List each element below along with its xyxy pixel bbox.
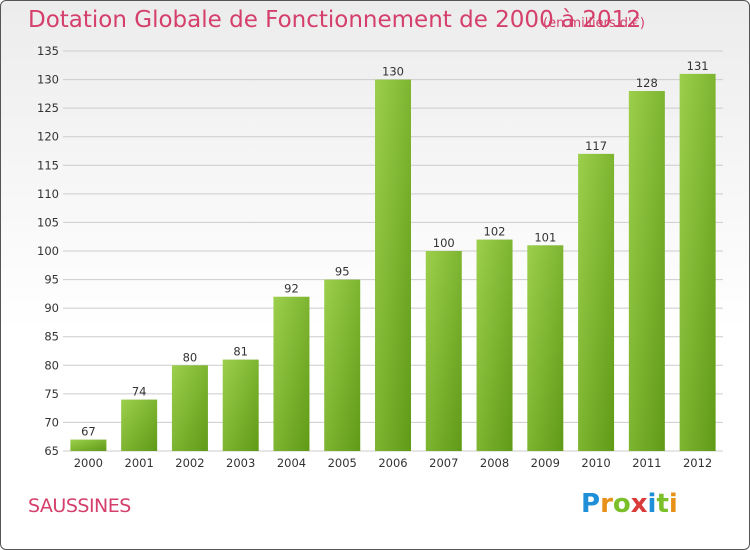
x-tick-label: 2010 — [581, 456, 610, 470]
bar — [527, 245, 564, 451]
y-tick-label: 105 — [37, 215, 59, 229]
y-tick-label: 65 — [44, 444, 59, 458]
logo-letter: i — [647, 489, 657, 519]
logo-letter: x — [630, 489, 648, 519]
value-labels: 67 74 80 81 92 95 130 100 102 101 117 128 131 — [81, 59, 709, 439]
x-tick-label: 2011 — [632, 456, 661, 470]
bar — [628, 91, 665, 451]
y-tick-label: 90 — [44, 301, 59, 315]
x-tick-label: 2007 — [429, 456, 458, 470]
y-tick-label: 85 — [44, 330, 59, 344]
bar — [222, 359, 259, 451]
x-tick-label: 2005 — [328, 456, 357, 470]
bar — [171, 365, 208, 451]
bar — [324, 279, 361, 451]
y-tick-label: 120 — [37, 130, 59, 144]
bar — [679, 73, 716, 451]
y-tick-label: 100 — [37, 244, 59, 258]
bar — [70, 439, 107, 451]
x-tick-label: 2004 — [277, 456, 306, 470]
commune-name: SAUSSINES — [28, 495, 131, 517]
y-tick-label: 70 — [44, 415, 59, 429]
x-tick-label: 2006 — [378, 456, 407, 470]
value-label: 95 — [335, 265, 350, 279]
chart-subtitle: (en milliers d'€) — [543, 16, 645, 31]
x-tick-label: 2001 — [125, 456, 154, 470]
value-label: 117 — [585, 139, 607, 153]
value-label: 80 — [183, 350, 198, 364]
bars — [70, 73, 716, 452]
y-tick-label: 135 — [37, 44, 59, 58]
y-tick-label: 110 — [37, 187, 59, 201]
bar — [476, 239, 513, 451]
x-tick-label: 2008 — [480, 456, 509, 470]
y-tick-label: 95 — [44, 273, 59, 287]
x-tick-label: 2009 — [531, 456, 560, 470]
proxiti-logo: Proxiti — [581, 489, 678, 519]
y-axis-ticks: 65 70 75 80 85 90 95 100 105 110 115 120 125 130 135 — [37, 44, 59, 458]
y-tick-label: 80 — [44, 358, 59, 372]
x-axis-ticks: 2000 2001 2002 2003 2004 2005 2006 2007 2008 2009… — [74, 456, 713, 470]
value-label: 100 — [433, 236, 455, 250]
value-label: 92 — [284, 282, 299, 296]
logo-letter: r — [600, 489, 613, 519]
value-label: 101 — [534, 230, 556, 244]
value-label: 102 — [484, 225, 506, 239]
bar — [273, 296, 310, 451]
bar — [121, 399, 158, 451]
logo-letter: P — [581, 489, 601, 519]
value-label: 131 — [687, 59, 709, 73]
logo-letter: o — [612, 489, 631, 519]
y-tick-label: 125 — [37, 101, 59, 115]
y-tick-label: 115 — [37, 158, 59, 172]
chart-title: Dotation Globale de Fonctionnement de 20… — [28, 7, 641, 33]
bar — [375, 79, 411, 452]
x-tick-label: 2003 — [226, 456, 255, 470]
value-label: 81 — [233, 345, 248, 359]
value-label: 128 — [636, 76, 658, 90]
value-label: 67 — [81, 425, 96, 439]
bar — [578, 153, 615, 451]
logo-letter: t — [656, 489, 669, 519]
x-tick-label: 2012 — [683, 456, 712, 470]
y-tick-label: 75 — [44, 387, 59, 401]
y-tick-label: 130 — [37, 73, 59, 87]
value-label: 74 — [132, 385, 147, 399]
value-label: 130 — [382, 65, 404, 79]
x-tick-label: 2002 — [175, 456, 204, 470]
logo-letter: i — [668, 489, 678, 519]
x-tick-label: 2000 — [74, 456, 103, 470]
bar — [425, 251, 462, 451]
